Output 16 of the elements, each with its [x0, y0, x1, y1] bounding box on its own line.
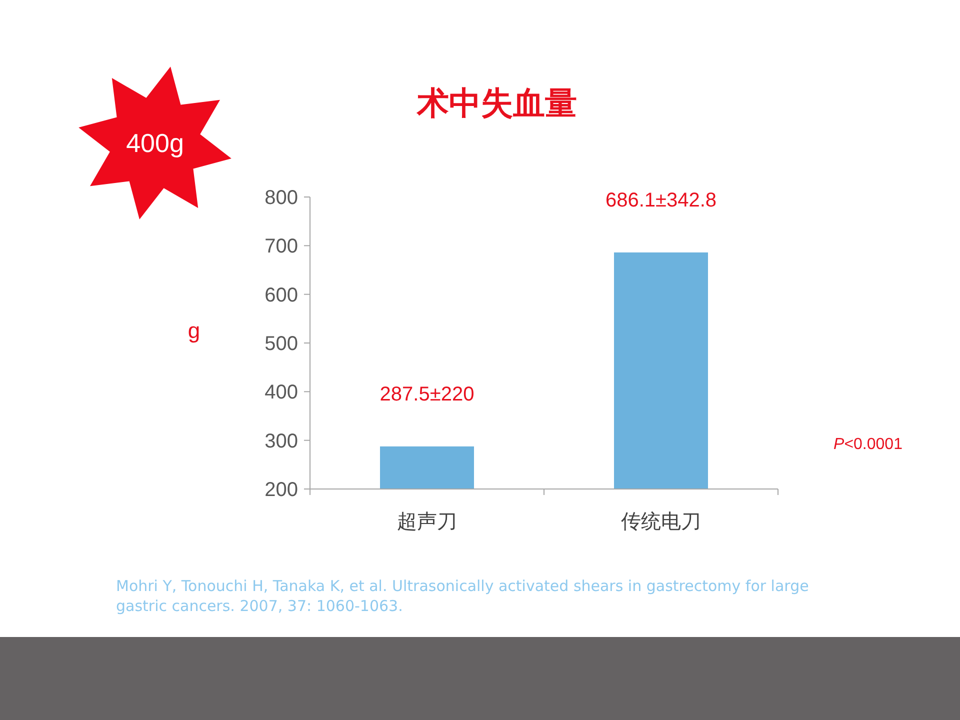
x-tick-label: 传统电刀 — [621, 511, 701, 533]
y-tick-label: 300 — [264, 430, 298, 452]
y-axis-title: g — [188, 318, 200, 343]
data-label: 287.5±220 — [380, 383, 474, 406]
y-tick-label: 400 — [264, 382, 298, 404]
y-tick-label: 700 — [264, 236, 298, 258]
x-tick-label: 超声刀 — [397, 511, 457, 533]
chart-title: 术中失血量 — [416, 85, 577, 121]
y-tick-label: 600 — [264, 284, 298, 306]
y-tick-label: 500 — [264, 333, 298, 355]
text: Mohri Y, Tonouchi H, Tanaka K, et al. Ultrasonically activated shears in gastrectomy for large gastric cancers. 2007, 37: 1060-1063. — [116, 576, 810, 616]
y-tick-label: 200 — [264, 479, 298, 501]
y-tick-label: 800 — [264, 187, 298, 209]
data-label: 686.1±342.8 — [605, 189, 717, 212]
text: P<0.0001 — [834, 436, 903, 453]
text: 400g — [126, 128, 184, 158]
